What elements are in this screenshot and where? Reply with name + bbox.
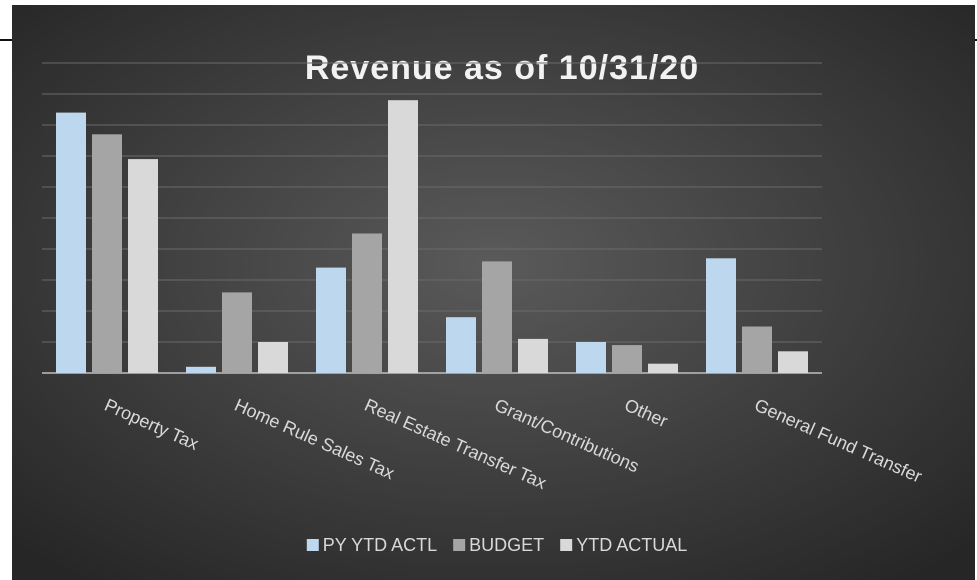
bar (518, 338, 548, 373)
legend-swatch (560, 539, 573, 551)
bar (612, 345, 642, 373)
bar (352, 233, 382, 373)
bar (92, 134, 122, 373)
bar (742, 326, 772, 373)
bar (222, 292, 252, 373)
bar (576, 342, 606, 373)
legend-label: YTD ACTUAL (576, 535, 687, 555)
bar (128, 159, 158, 373)
bar (778, 351, 808, 373)
bar (316, 267, 346, 373)
bar (446, 317, 476, 373)
legend-label: BUDGET (469, 535, 544, 555)
bar (388, 100, 418, 373)
bar (56, 112, 86, 373)
bar (706, 258, 736, 373)
legend-label: PY YTD ACTL (323, 535, 437, 555)
legend-item: PY YTD ACTL (306, 535, 437, 555)
legend-item: BUDGET (453, 535, 544, 555)
legend-swatch (306, 539, 319, 551)
bar (186, 366, 216, 373)
chart-title: Revenue as of 10/31/20 (305, 49, 699, 87)
bar (648, 363, 678, 373)
bar (258, 342, 288, 373)
bar (482, 261, 512, 373)
legend-swatch (453, 539, 466, 551)
legend-item: YTD ACTUAL (560, 535, 687, 555)
